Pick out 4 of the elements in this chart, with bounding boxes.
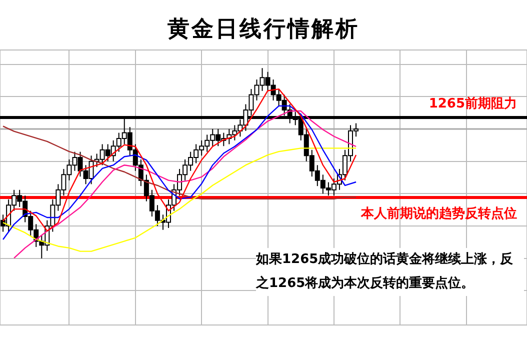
- ref-line-label: 本人前期说的趋势反转点位: [360, 205, 517, 222]
- chart-title: 黄金日线行情解析: [166, 15, 360, 44]
- ref-line-label: 1265前期阻力: [428, 96, 517, 112]
- annotation: 如果1265成功破位的话黄金将继续上涨，反之1265将成为本次反转的重要点位。: [256, 248, 524, 296]
